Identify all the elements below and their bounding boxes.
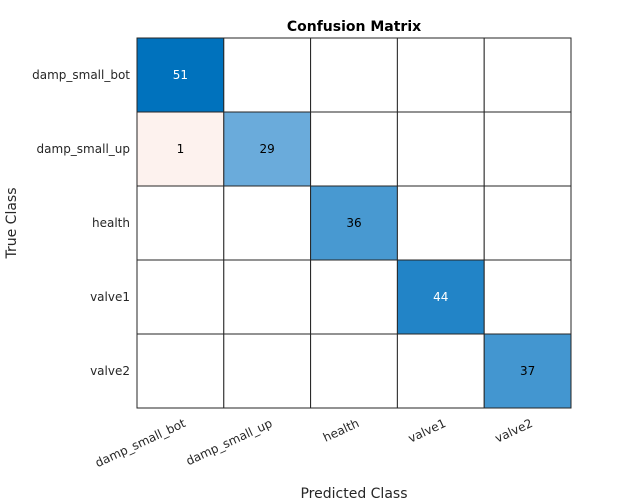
- matrix-cell-3-4: [483, 259, 572, 335]
- row-tick-label: damp_small_bot: [32, 68, 130, 82]
- matrix-cell-4-4: [483, 333, 572, 409]
- y-axis-label: True Class: [4, 187, 20, 259]
- matrix-cell-3-1: [223, 259, 312, 335]
- col-tick-label: health: [321, 416, 361, 445]
- matrix-cell-0-1: [223, 37, 312, 113]
- cell-value-1-0: 1: [177, 142, 185, 156]
- chart-title: Confusion Matrix: [287, 19, 421, 35]
- cell-value-3-3: 44: [433, 290, 448, 304]
- matrix-cell-4-3: [396, 333, 485, 409]
- matrix-cell-4-0: [136, 333, 225, 409]
- matrix-cell-0-0: [136, 37, 225, 113]
- x-axis-label: Predicted Class: [300, 486, 407, 502]
- matrix-cell-3-2: [310, 259, 398, 335]
- matrix-cell-0-2: [310, 37, 398, 113]
- matrix-cell-2-3: [396, 185, 485, 261]
- row-tick-label: health: [92, 216, 130, 230]
- cell-value-4-4: 37: [520, 364, 535, 378]
- matrix-cell-3-0: [136, 259, 225, 335]
- matrix-cell-1-1: [223, 111, 312, 187]
- matrix-cell-2-2: [310, 185, 398, 261]
- matrix-cell-4-2: [310, 333, 398, 409]
- col-tick-label: valve1: [406, 416, 448, 446]
- matrix-cell-3-3: [396, 259, 485, 335]
- matrix-cell-2-0: [136, 185, 225, 261]
- matrix-cell-0-4: [483, 37, 572, 113]
- matrix-cells: 51 1 29 36 44 37: [136, 37, 572, 409]
- col-tick-label: damp_small_up: [184, 416, 275, 468]
- matrix-cell-1-4: [483, 111, 572, 187]
- matrix-cell-2-1: [223, 185, 312, 261]
- cell-value-2-2: 36: [346, 216, 361, 230]
- matrix-cell-1-0: [136, 111, 225, 187]
- cell-value-1-1: 29: [260, 142, 275, 156]
- row-tick-label: valve2: [90, 364, 130, 378]
- row-tick-label: valve1: [90, 290, 130, 304]
- matrix-cell-1-3: [396, 111, 485, 187]
- col-tick-label: valve2: [493, 416, 535, 446]
- matrix-cell-2-4: [483, 185, 572, 261]
- row-tick-label: damp_small_up: [37, 142, 130, 156]
- matrix-cell-0-3: [396, 37, 485, 113]
- matrix-cell-4-1: [223, 333, 312, 409]
- col-tick-label: damp_small_bot: [93, 416, 188, 470]
- matrix-cell-1-2: [310, 111, 398, 187]
- cell-value-0-0: 51: [173, 68, 188, 82]
